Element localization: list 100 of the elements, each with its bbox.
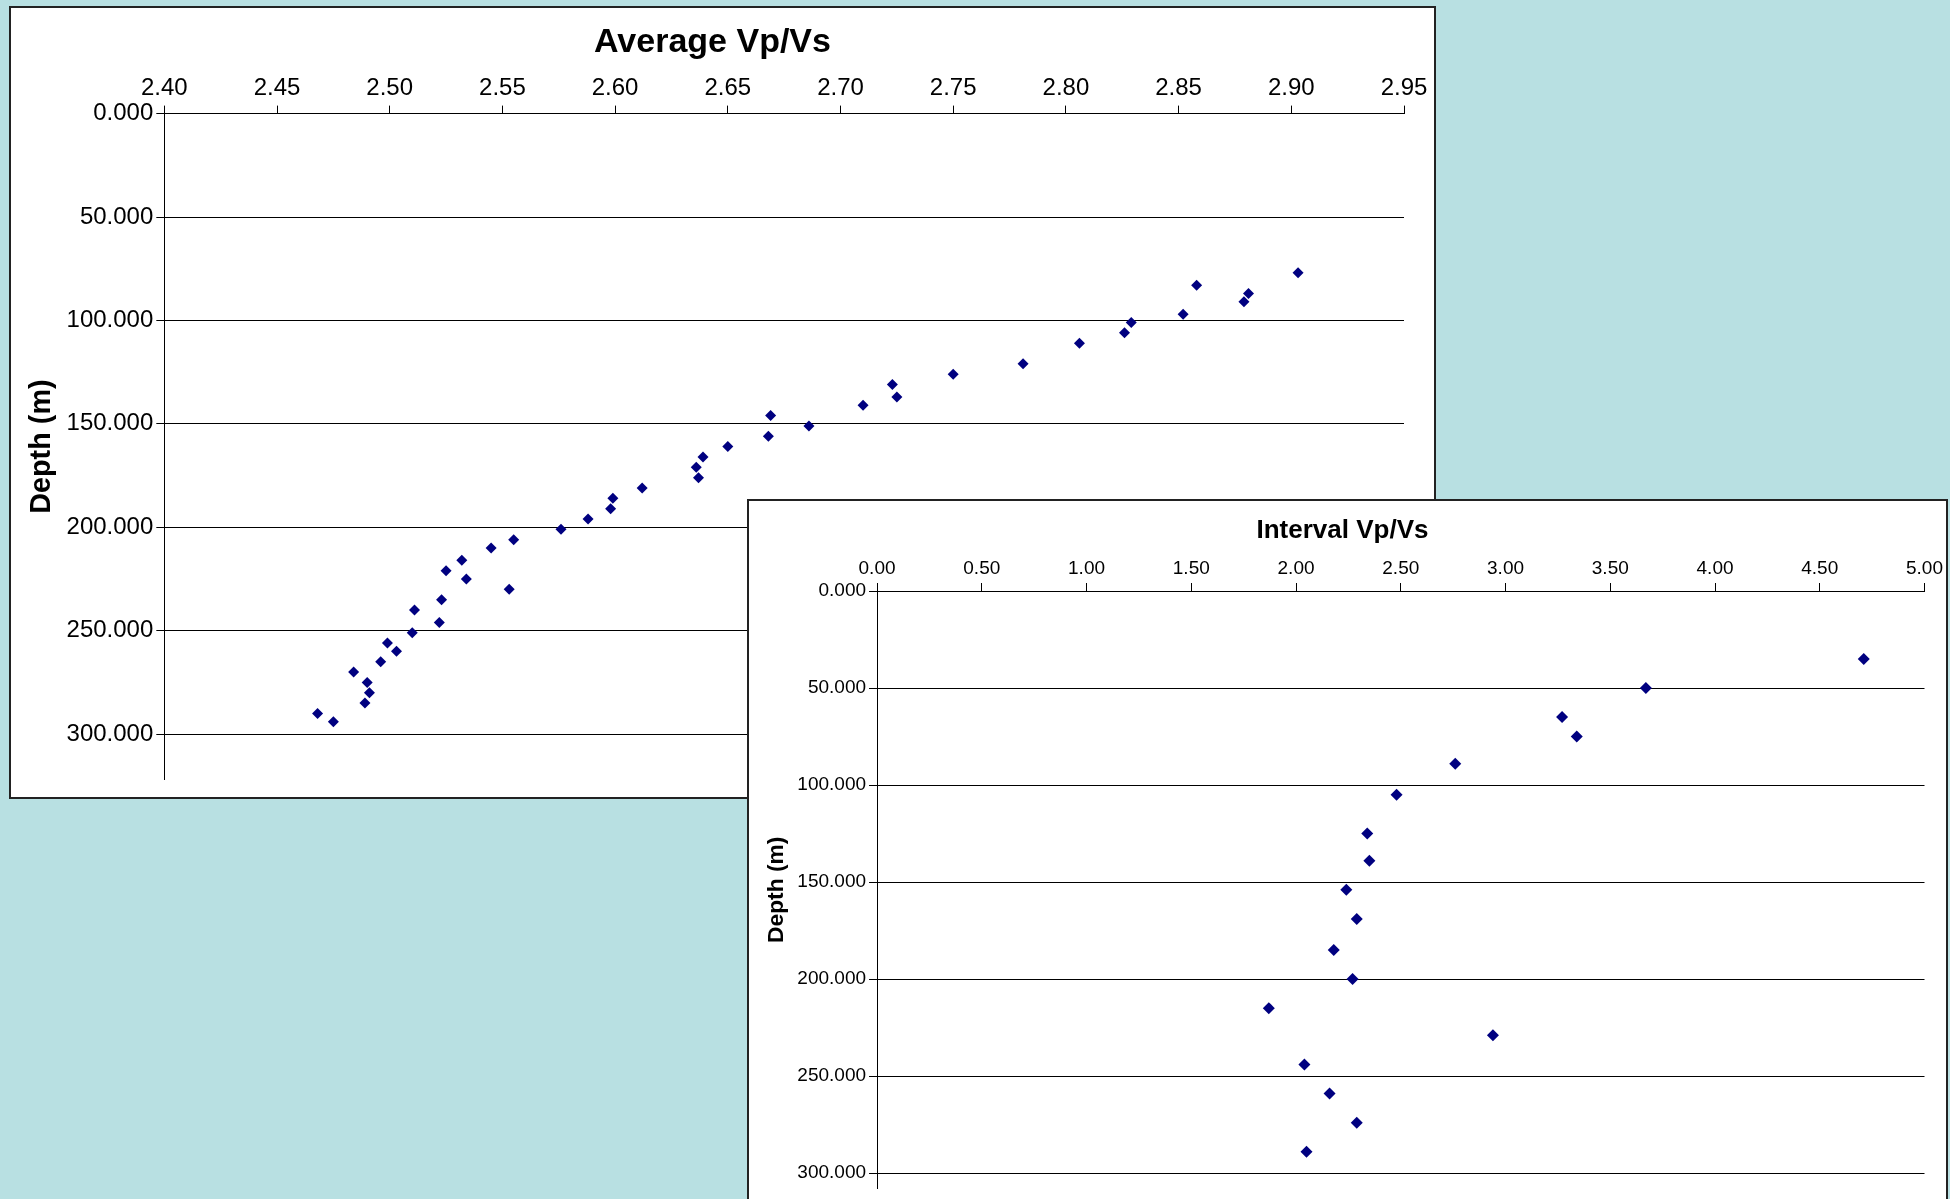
x-tick-label: 2.95 <box>1380 72 1428 100</box>
point <box>1857 652 1870 665</box>
point <box>361 676 373 688</box>
point <box>762 430 774 442</box>
x-tick-label: 3.00 <box>1487 556 1525 578</box>
point <box>1292 267 1304 279</box>
point <box>1073 337 1085 349</box>
point <box>607 492 619 504</box>
x-tick-label: 2.55 <box>479 72 526 100</box>
point <box>359 697 371 709</box>
point <box>1300 1145 1313 1158</box>
y-tick-label: 300.000 <box>797 1161 867 1183</box>
point <box>1238 296 1250 308</box>
x-tick-label: 2.00 <box>1277 556 1315 578</box>
x-tick-label: 2.50 <box>366 72 414 100</box>
point <box>697 451 709 463</box>
point <box>312 707 324 719</box>
point <box>406 627 418 639</box>
x-tick-label: 2.40 <box>140 72 188 100</box>
y-tick-label: 300.000 <box>66 718 154 746</box>
x-tick-label: 5.00 <box>1906 556 1943 578</box>
point <box>485 542 497 554</box>
point <box>1125 317 1137 328</box>
y-tick-label: 200.000 <box>797 967 867 989</box>
x-tick-label: 2.50 <box>1382 556 1420 578</box>
point <box>390 645 402 657</box>
point <box>1361 827 1374 840</box>
point <box>605 503 617 515</box>
x-tick-label: 2.70 <box>817 72 864 100</box>
point <box>381 637 393 649</box>
point <box>327 716 339 728</box>
chart-title: Interval Vp/Vs <box>1256 513 1429 544</box>
x-tick-label: 4.00 <box>1696 556 1734 578</box>
y-axis-title: Depth (m) <box>24 379 57 514</box>
point <box>1363 854 1376 867</box>
point <box>1346 973 1359 986</box>
point <box>1350 912 1363 925</box>
y-tick-label: 250.000 <box>797 1064 867 1086</box>
point <box>1570 730 1583 743</box>
point <box>636 482 648 494</box>
point <box>765 410 777 422</box>
point <box>857 399 869 411</box>
x-tick-label: 2.60 <box>591 72 639 100</box>
point <box>555 523 567 535</box>
x-tick-label: 2.65 <box>704 72 752 100</box>
point <box>1486 1029 1499 1042</box>
point <box>886 379 898 391</box>
y-axis-title: Depth (m) <box>761 836 788 943</box>
x-tick-label: 2.75 <box>929 72 977 100</box>
point <box>803 420 815 432</box>
x-tick-label: 4.50 <box>1801 556 1839 578</box>
x-tick-label: 2.45 <box>253 72 301 100</box>
point <box>947 368 959 380</box>
point <box>1262 1002 1275 1015</box>
point <box>1390 788 1403 801</box>
point <box>1449 757 1462 770</box>
point <box>722 441 734 453</box>
point <box>1119 327 1131 339</box>
point <box>363 687 375 699</box>
x-tick-label: 1.50 <box>1172 556 1210 578</box>
point <box>348 666 360 678</box>
point <box>1350 1116 1363 1129</box>
y-tick-label: 0.000 <box>93 98 154 126</box>
point <box>1340 883 1353 896</box>
point <box>1556 711 1569 724</box>
point <box>440 565 452 577</box>
x-tick-label: 0.00 <box>858 556 896 578</box>
y-tick-label: 150.000 <box>66 408 154 436</box>
y-tick-label: 0.000 <box>818 579 867 601</box>
y-tick-label: 100.000 <box>797 773 867 795</box>
x-tick-label: 1.00 <box>1068 556 1106 578</box>
point <box>436 594 448 606</box>
x-tick-label: 0.50 <box>963 556 1001 578</box>
point <box>582 513 594 525</box>
point <box>1017 358 1029 370</box>
y-tick-label: 50.000 <box>807 676 867 698</box>
point <box>1242 288 1254 300</box>
y-tick-label: 50.000 <box>79 201 154 229</box>
point <box>1327 943 1340 956</box>
point <box>503 583 515 595</box>
x-tick-label: 2.80 <box>1042 72 1090 100</box>
chart-title: Average Vp/Vs <box>594 20 831 59</box>
point <box>693 472 705 484</box>
point <box>375 656 387 668</box>
point <box>460 573 472 585</box>
x-tick-label: 2.85 <box>1155 72 1202 100</box>
point <box>1191 279 1203 291</box>
point <box>891 391 903 403</box>
point <box>433 616 445 628</box>
y-tick-label: 200.000 <box>66 511 154 539</box>
point <box>1323 1087 1336 1100</box>
point <box>409 604 421 616</box>
point <box>456 554 468 566</box>
y-tick-label: 250.000 <box>66 615 154 643</box>
x-tick-label: 3.50 <box>1591 556 1629 578</box>
point <box>508 534 520 546</box>
y-tick-label: 100.000 <box>66 305 154 333</box>
x-tick-label: 2.90 <box>1267 72 1315 100</box>
point <box>1639 682 1652 695</box>
point <box>1177 308 1189 320</box>
